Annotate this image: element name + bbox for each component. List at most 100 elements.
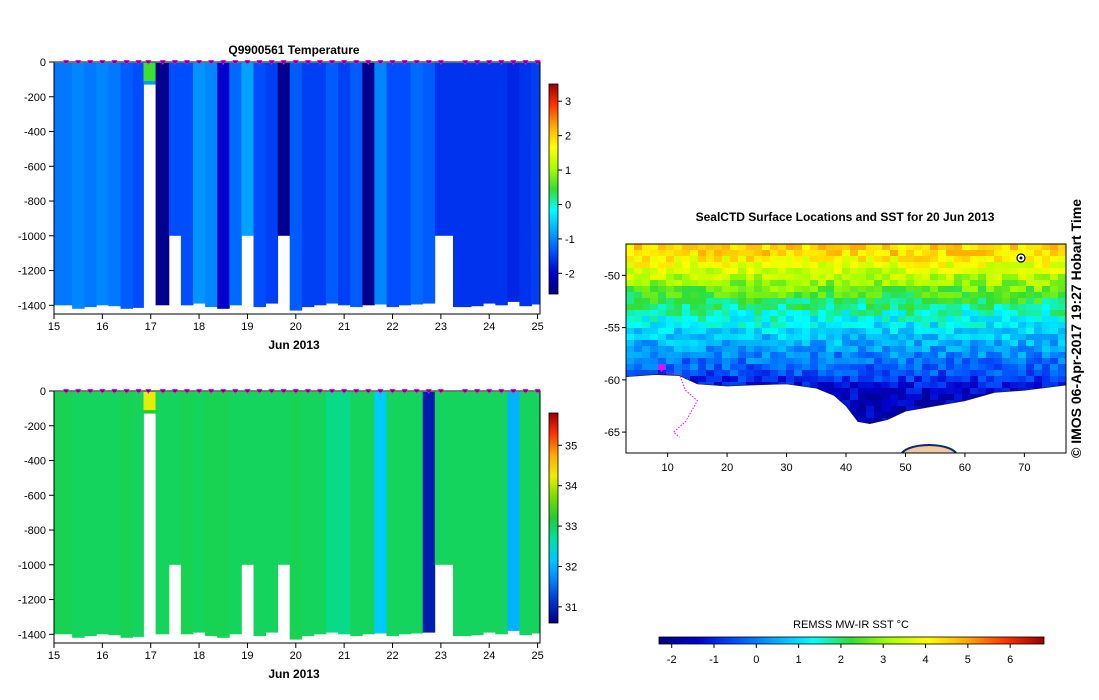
sst-cell	[858, 370, 867, 377]
sst-cell	[682, 358, 691, 365]
sst-cell	[778, 346, 787, 353]
profile-column	[132, 391, 144, 637]
sst-cell	[730, 340, 739, 347]
sst-cell	[938, 388, 947, 395]
sst-cell	[730, 328, 739, 335]
sst-cell	[946, 328, 955, 335]
sst-cell	[930, 340, 939, 347]
sst-cell	[954, 334, 963, 341]
sst-cell	[882, 244, 891, 251]
map-x-tick-label: 20	[721, 462, 733, 474]
sst-cell	[850, 370, 859, 377]
sst-cell	[922, 286, 931, 293]
sst-cell	[706, 376, 715, 383]
sst-cell	[626, 316, 635, 323]
sst-cell	[1026, 358, 1035, 365]
sst-cell	[714, 322, 723, 329]
sst-cell	[690, 298, 699, 305]
sst-cell	[898, 394, 907, 401]
sst-cell	[946, 280, 955, 287]
y-tick-label: -400	[24, 456, 46, 468]
sst-cell	[914, 388, 923, 395]
sst-cell	[1042, 346, 1051, 353]
sst-cell	[866, 268, 875, 275]
sst-cell	[802, 352, 811, 359]
sst-cell	[778, 304, 787, 311]
sst-cell	[906, 274, 915, 281]
sst-cell	[666, 310, 675, 317]
sst-cell	[906, 244, 915, 251]
sst-cell	[722, 274, 731, 281]
sst-cell	[890, 262, 899, 269]
sst-cell	[682, 304, 691, 311]
sst-cell	[890, 274, 899, 281]
sst-cell	[1002, 250, 1011, 257]
sst-cell	[666, 268, 675, 275]
sst-cell	[1002, 262, 1011, 269]
sst-cell	[770, 322, 779, 329]
sst-cell	[794, 340, 803, 347]
profile-column	[362, 391, 375, 635]
sst-cell	[850, 256, 859, 263]
sst-cell	[794, 310, 803, 317]
sst-cell	[754, 352, 763, 359]
sst-cell	[1002, 376, 1011, 383]
sst-cell	[1050, 358, 1059, 365]
sst-cell	[898, 400, 907, 407]
sst-cell	[906, 334, 915, 341]
sst-cell	[658, 370, 667, 377]
sst-cell	[658, 298, 667, 305]
sst-cell	[786, 262, 795, 269]
sst-cell	[914, 358, 923, 365]
sst-cell	[970, 310, 979, 317]
sst-cell	[650, 364, 659, 371]
sst-cell	[722, 346, 731, 353]
sst-cell	[794, 370, 803, 377]
sst-cell	[938, 298, 947, 305]
sst-cell	[1042, 316, 1051, 323]
sst-cell	[786, 316, 795, 323]
sst-cell	[786, 304, 795, 311]
profile-column	[253, 62, 266, 308]
profile-column	[84, 62, 97, 308]
sst-cell	[1050, 304, 1059, 311]
sst-cell	[626, 340, 635, 347]
sst-cell	[922, 352, 931, 359]
sst-cell	[1034, 256, 1043, 263]
sst-cell	[634, 352, 643, 359]
sst-cell	[970, 358, 979, 365]
sst-cell	[882, 382, 891, 389]
sst-cell	[858, 376, 867, 383]
sst-cell	[962, 346, 971, 353]
sst-cell	[930, 274, 939, 281]
sst-cell	[898, 406, 907, 413]
sst-cell	[650, 292, 659, 299]
sst-cell	[762, 376, 771, 383]
sst-cell	[794, 364, 803, 371]
sst-cell	[970, 304, 979, 311]
sst-cell	[954, 310, 963, 317]
sst-cell	[778, 244, 787, 251]
sst-cell	[714, 352, 723, 359]
y-tick-label: -200	[24, 421, 46, 433]
profile-column	[362, 62, 375, 306]
sst-cell	[690, 280, 699, 287]
sst-cell	[1010, 376, 1019, 383]
sst-cell	[666, 244, 675, 251]
sst-cell	[906, 352, 915, 359]
sst-cell	[658, 292, 667, 299]
sst-cell	[802, 376, 811, 383]
sst-cell	[722, 262, 731, 269]
sst-cell	[834, 298, 843, 305]
sst-cell	[762, 286, 771, 293]
sst-cell	[754, 250, 763, 257]
sst-cell	[674, 322, 683, 329]
sst-cell	[810, 298, 819, 305]
sst-cell	[1050, 244, 1059, 251]
profile-column	[453, 62, 472, 308]
sst-cell	[1018, 274, 1027, 281]
sst-cell	[778, 274, 787, 281]
sst-cell	[698, 346, 707, 353]
sst-cell	[690, 334, 699, 341]
sst-cell	[674, 286, 683, 293]
